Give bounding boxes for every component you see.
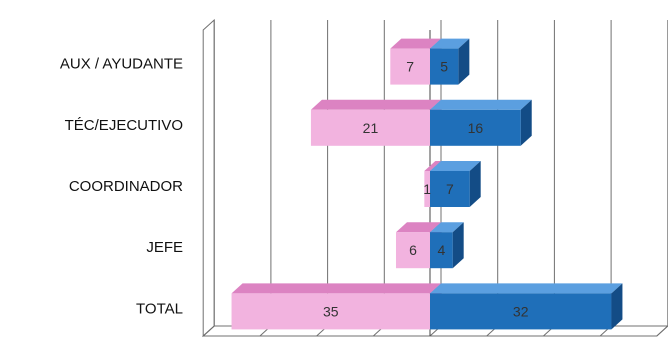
category-label: TOTAL bbox=[136, 300, 183, 317]
bar-left-top bbox=[390, 38, 441, 49]
bar-left-front bbox=[395, 232, 430, 269]
bar-right-front bbox=[430, 109, 521, 146]
bar-right-front bbox=[430, 232, 453, 269]
bar-right bbox=[430, 283, 623, 330]
bar-right-top bbox=[430, 222, 464, 233]
bar-right-front bbox=[430, 48, 459, 85]
bar-left-top bbox=[395, 222, 441, 233]
bar-right bbox=[430, 99, 532, 146]
side-wall bbox=[202, 18, 215, 338]
bar-left-top bbox=[310, 99, 441, 110]
data-label: 4 bbox=[437, 242, 445, 258]
data-label: 16 bbox=[468, 120, 484, 136]
bar-right-side bbox=[611, 283, 623, 330]
data-label: 35 bbox=[323, 303, 339, 319]
bar-right-front bbox=[430, 171, 470, 207]
category-label: AUX / AYUDANTE bbox=[60, 56, 183, 73]
floor-tick bbox=[656, 325, 668, 337]
bars: 7 521 161 76 435 32 bbox=[231, 38, 623, 330]
bar-right bbox=[430, 222, 464, 269]
data-label: 7 bbox=[406, 59, 414, 75]
data-label: 6 bbox=[409, 242, 417, 258]
bar-right-side bbox=[469, 161, 481, 207]
category-label: COORDINADOR bbox=[69, 178, 183, 195]
bar-left-front bbox=[231, 293, 430, 330]
bar-right-side bbox=[458, 38, 470, 85]
bar-left-front bbox=[424, 171, 430, 207]
data-label: 1 bbox=[423, 181, 431, 197]
data-label: 32 bbox=[513, 303, 529, 319]
data-label: 21 bbox=[363, 120, 379, 136]
bar-left-front bbox=[310, 109, 430, 146]
bar-right-side bbox=[452, 222, 464, 269]
bar-left-top bbox=[231, 283, 441, 294]
data-label: 5 bbox=[440, 59, 448, 75]
bar-right-top bbox=[430, 38, 470, 49]
category-labels: AUX / AYUDANTE TÉC/EJECUTIVO COORDINADOR JE… bbox=[60, 56, 183, 318]
floor-tick bbox=[202, 325, 215, 337]
category-label: TÉC/EJECUTIVO bbox=[65, 117, 183, 134]
bar-right bbox=[430, 38, 470, 85]
bar-left-front bbox=[390, 48, 430, 85]
bar-left bbox=[310, 99, 441, 146]
data-label: 7 bbox=[446, 181, 454, 197]
bar-right-top bbox=[430, 99, 532, 110]
bar-right-side bbox=[520, 99, 532, 146]
bar-right-front bbox=[430, 293, 612, 330]
bar-right-top bbox=[430, 283, 623, 294]
bar-right bbox=[430, 161, 481, 207]
bar-left-top bbox=[424, 161, 441, 171]
category-label: JEFE bbox=[146, 239, 183, 256]
bar-right-top bbox=[430, 161, 481, 171]
